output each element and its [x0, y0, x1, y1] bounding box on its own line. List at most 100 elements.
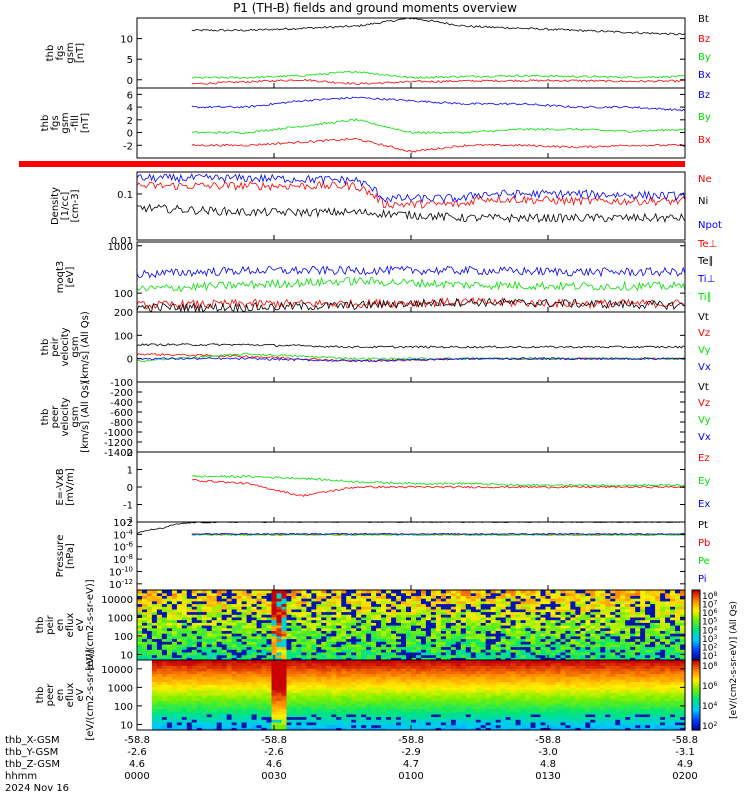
spectrogram-cell	[421, 606, 427, 610]
spectrogram-cell	[525, 595, 532, 599]
spectrogram-cell	[191, 721, 198, 726]
spectrogram-cell	[645, 595, 651, 599]
spectrogram-cell	[630, 595, 636, 599]
spectrogram-cell	[151, 643, 158, 648]
spectrogram-cell	[406, 625, 412, 629]
spectrogram-cell	[336, 719, 342, 723]
spectrogram-cell	[231, 678, 238, 683]
spectrogram-cell	[416, 711, 422, 715]
spectrogram-cell	[381, 643, 387, 648]
spectrogram-cell	[196, 662, 203, 666]
spectrogram-cell	[286, 592, 293, 596]
spectrogram-cell	[475, 716, 482, 720]
spectrogram-cell	[331, 608, 337, 613]
spectrogram-cell	[151, 603, 158, 607]
spectrogram-cell	[430, 600, 437, 605]
spectrogram-cell	[271, 676, 278, 680]
spectrogram-cell	[401, 641, 407, 645]
spectrogram-cell	[236, 616, 243, 621]
spectrogram-cell	[475, 721, 482, 726]
spectrogram-cell	[460, 670, 467, 675]
spectrogram-cell	[381, 595, 387, 599]
spectrogram-cell	[316, 711, 322, 715]
spectrogram-cell	[371, 695, 377, 699]
spectrogram-cell	[490, 643, 497, 648]
spectrogram-cell	[460, 665, 467, 669]
spectrogram-cell	[435, 611, 442, 615]
spectrogram-cell	[266, 635, 273, 640]
y-tick-label: 1000	[108, 242, 133, 253]
spectrogram-cell	[276, 670, 283, 675]
spectrogram-cell	[475, 662, 482, 666]
spectrogram-cell	[500, 638, 507, 642]
spectrogram-cell	[391, 638, 397, 642]
spectrogram-cell	[555, 646, 562, 650]
spectrogram-cell	[321, 635, 327, 640]
spectrogram-cell	[266, 590, 273, 594]
spectrogram-cell	[147, 654, 153, 658]
spectrogram-cell	[440, 619, 447, 623]
spectrogram-cell	[211, 700, 218, 704]
spectrogram-cell	[565, 635, 571, 640]
spectrogram-cell	[306, 719, 312, 723]
spectrogram-cell	[321, 703, 327, 707]
spectrogram-cell	[191, 678, 198, 683]
spectrogram-cell	[241, 678, 248, 683]
y-axis-label: [mV/m]	[65, 468, 76, 506]
spectrogram-cell	[161, 603, 168, 607]
spectrogram-cell	[535, 638, 542, 642]
spectrogram-cell	[630, 606, 636, 610]
spectrogram-cell	[311, 684, 317, 688]
spectrogram-cell	[470, 638, 477, 642]
spectrogram-cell	[321, 697, 327, 701]
spectrogram-cell	[381, 681, 387, 685]
spectrogram-cell	[600, 606, 606, 610]
spectrogram-cell	[376, 700, 382, 704]
spectrogram-cell	[161, 643, 168, 648]
y-tick-label: 6	[127, 90, 133, 101]
spectrogram-cell	[605, 649, 611, 653]
spectrogram-cell	[301, 703, 307, 707]
spectrogram-cell	[286, 684, 293, 688]
spectrogram-cell	[391, 700, 397, 704]
spectrogram-cell	[231, 665, 238, 669]
spectrogram-cell	[610, 646, 616, 650]
spectrogram-cell	[196, 697, 203, 701]
spectrogram-cell	[585, 625, 591, 629]
spectrogram-cell	[680, 592, 686, 596]
spectrogram-cell	[495, 657, 502, 661]
spectrogram-cell	[291, 649, 297, 653]
spectrogram-cell	[276, 724, 283, 728]
spectrogram-cell	[216, 697, 223, 701]
spectrogram-cell	[191, 646, 198, 650]
spectrogram-cell	[411, 635, 417, 640]
spectrogram-cell	[351, 716, 357, 720]
spectrogram-cell	[485, 614, 492, 618]
spectrogram-cell	[525, 614, 532, 618]
spectrogram-cell	[366, 633, 372, 637]
spectrogram-cell	[356, 713, 362, 718]
spectrogram-cell	[251, 719, 258, 723]
spectrogram-cell	[226, 614, 233, 618]
spectrogram-cell	[570, 630, 576, 634]
spectrogram-cell	[201, 719, 208, 723]
spectrogram-cell	[470, 678, 477, 683]
spectrogram-cell	[590, 657, 596, 661]
spectrogram-cell	[206, 711, 213, 715]
spectrogram-cell	[176, 727, 183, 731]
spectrogram-cell	[675, 633, 681, 637]
spectrogram-cell	[147, 708, 153, 712]
legend-Ti⊥: Ti⊥	[697, 274, 715, 285]
spectrogram-cell	[550, 622, 557, 626]
spectrogram-cell	[331, 625, 337, 629]
spectrogram-cell	[181, 619, 188, 623]
spectrogram-cell	[376, 643, 382, 648]
spectrogram-cell	[171, 660, 178, 664]
spectrogram-cell	[156, 657, 163, 661]
spectrogram-cell	[241, 711, 248, 715]
spectrogram-cell	[356, 590, 362, 594]
spectrogram-cell	[376, 630, 382, 634]
spectrogram-cell	[181, 705, 188, 710]
spectrogram-cell	[391, 590, 397, 594]
spectrogram-cell	[361, 598, 367, 602]
